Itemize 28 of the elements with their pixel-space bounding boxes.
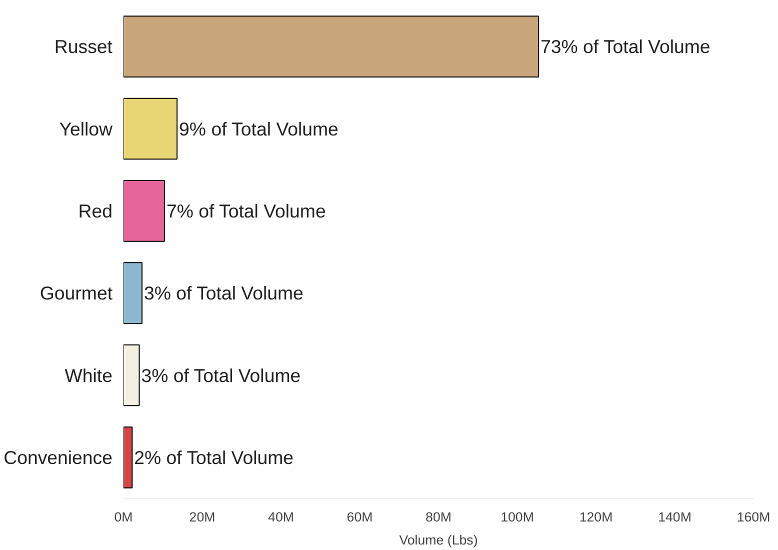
x-axis-title: Volume (Lbs) [399,532,478,548]
y-tick-label: Russet [54,36,114,58]
bar [124,98,178,160]
x-tick-label: 160M [736,510,770,524]
y-tick-label: Red [78,200,113,222]
x-tick-label: 100M [500,510,534,524]
x-tick-label: 60M [346,510,373,524]
bar [124,180,165,242]
bar [124,262,143,324]
x-tick-label: 40M [268,510,294,524]
annotation: 3% of Total Volume [141,364,301,386]
annotation: 3% of Total Volume [144,282,304,304]
annotation: 2% of Total Volume [134,446,294,468]
x-tick-label: 0M [114,510,133,524]
bar [124,344,140,406]
x-tick-label: 120M [579,510,613,524]
bar [124,16,540,78]
annotation: 73% of Total Volume [540,36,710,58]
y-tick-label: White [64,364,113,386]
bar [124,426,133,488]
y-tick-label: Gourmet [40,282,114,304]
annotation: 7% of Total Volume [166,200,326,222]
x-tick-label: 140M [658,510,692,524]
y-tick-label: Convenience [4,446,112,468]
annotation: 9% of Total Volume [179,118,338,140]
x-tick-label: 20M [189,510,216,524]
y-tick-label: Yellow [59,118,114,140]
x-tick-label: 80M [426,510,452,524]
